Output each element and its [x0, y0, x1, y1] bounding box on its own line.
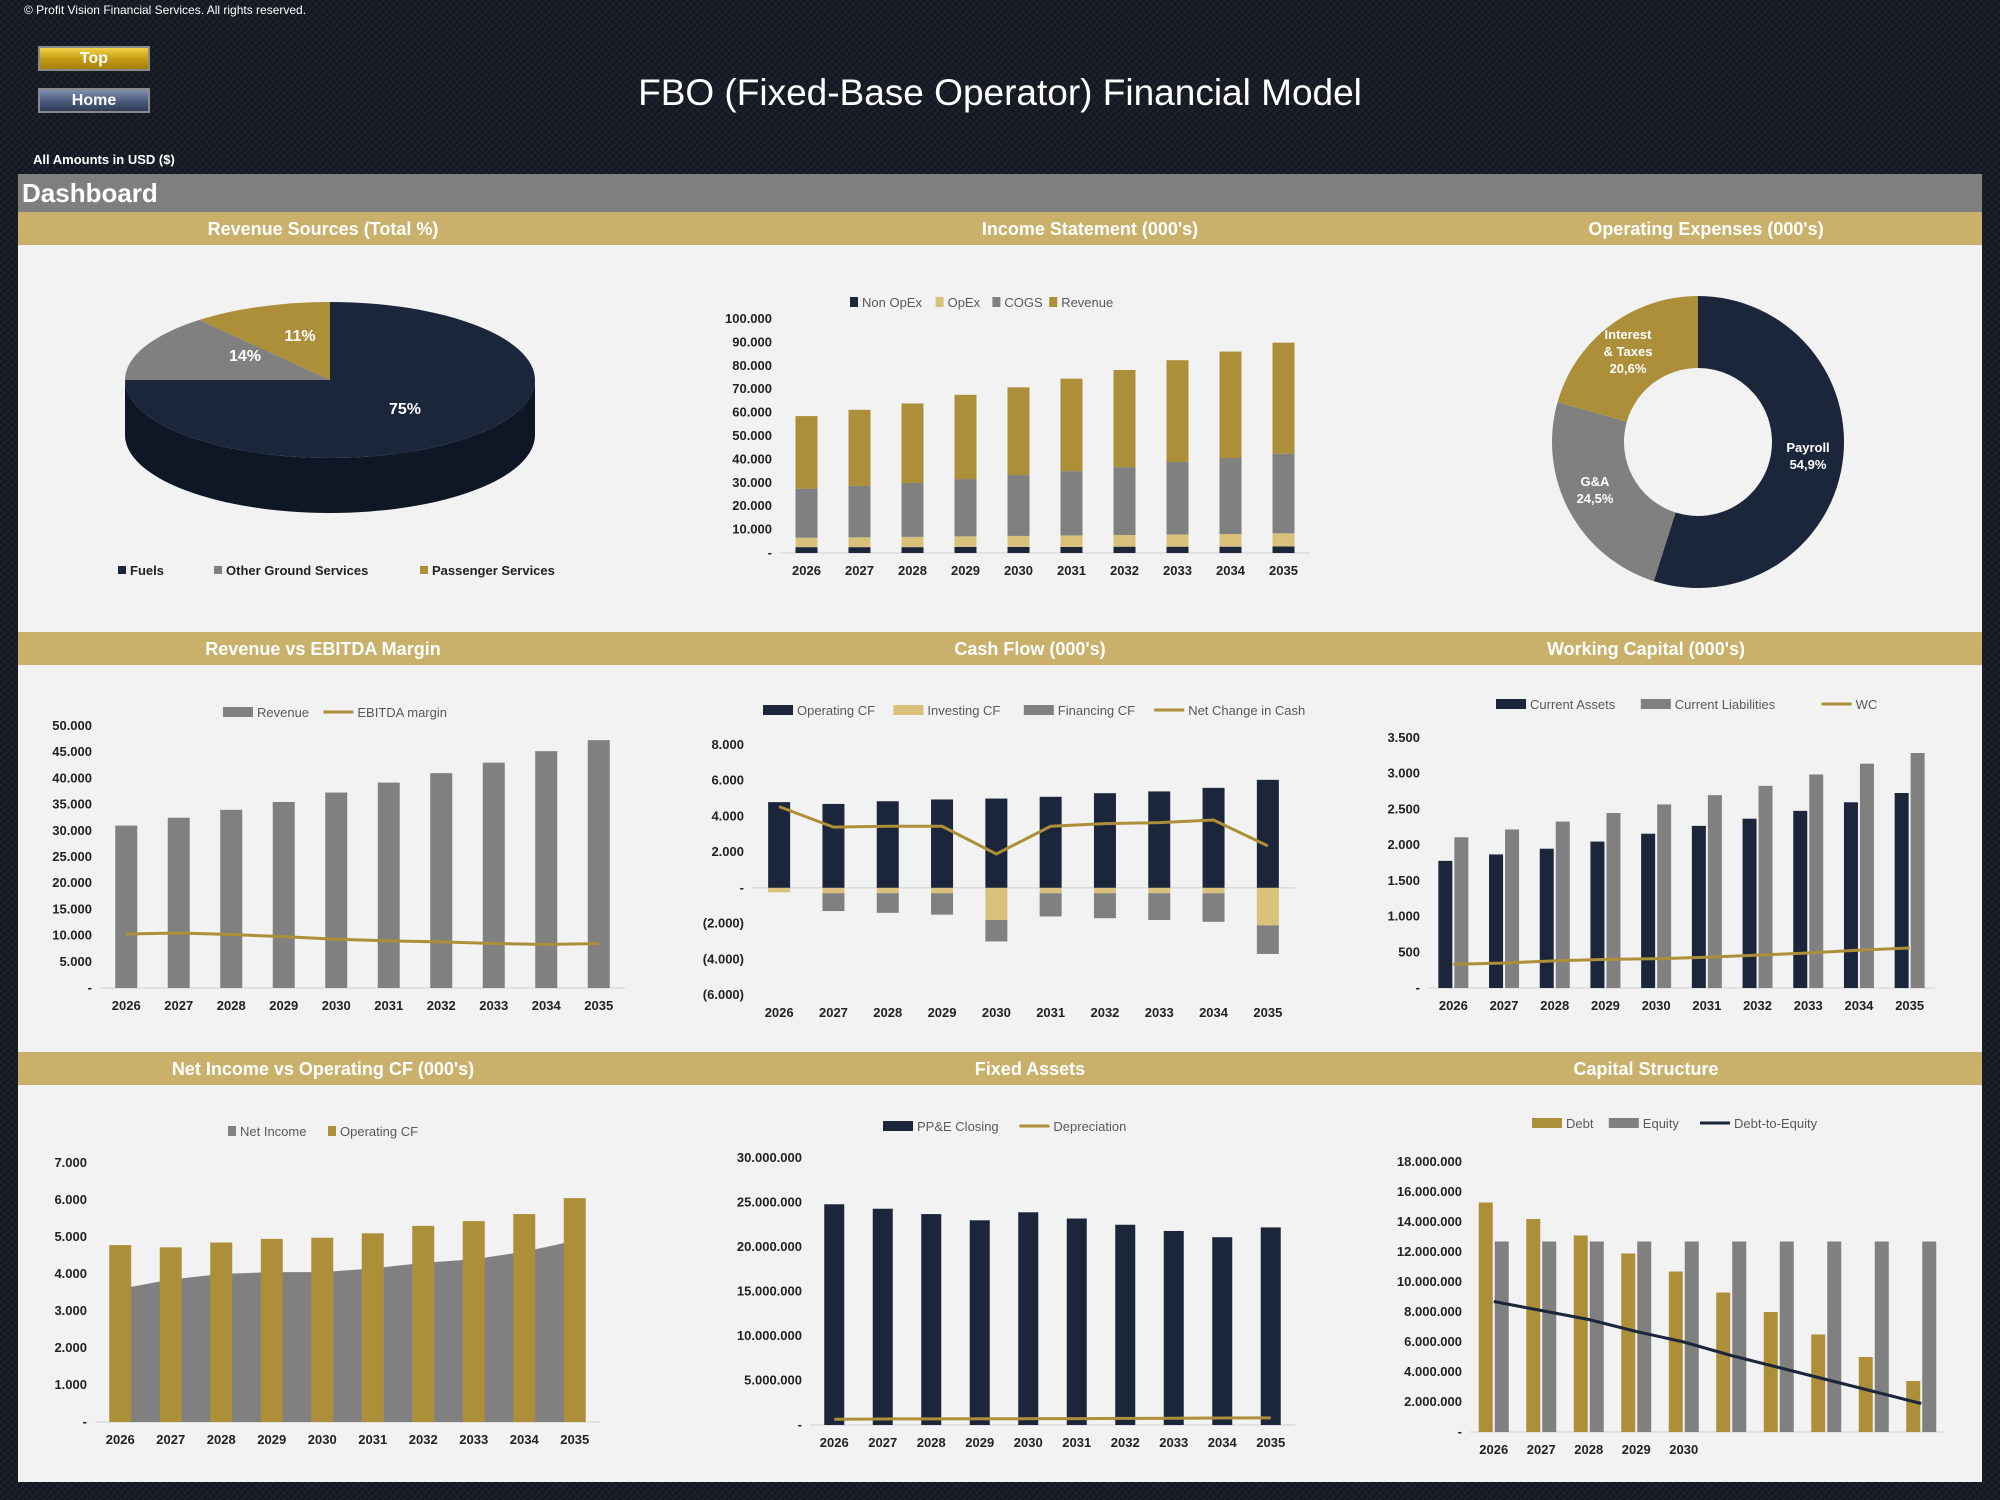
capital-structure-title: Capital Structure — [1573, 1059, 1719, 1079]
row-3-header — [18, 1052, 1982, 1085]
operating-expenses-title: Operating Expenses (000's) — [1588, 219, 1824, 239]
revenue-sources-title: Revenue Sources (Total %) — [207, 219, 439, 239]
dashboard-header-bar — [18, 174, 1982, 212]
fixed-assets-title: Fixed Assets — [974, 1059, 1086, 1079]
cash-flow-title: Cash Flow (000's) — [954, 639, 1106, 659]
top-button[interactable]: Top — [38, 46, 150, 71]
revenue-ebitda-title: Revenue vs EBITDA Margin — [205, 639, 441, 659]
row-1-background — [18, 212, 1982, 632]
income-statement-title: Income Statement (000's) — [981, 219, 1199, 239]
home-button[interactable]: Home — [38, 88, 150, 113]
row-2-background — [18, 632, 1982, 1052]
row-3-background — [18, 1052, 1982, 1482]
working-capital-title: Working Capital (000's) — [1547, 639, 1745, 659]
dashboard-title: Dashboard — [22, 178, 158, 208]
copyright-text: © Profit Vision Financial Services. All … — [24, 3, 307, 17]
net-income-ocf-title: Net Income vs Operating CF (000's) — [171, 1059, 475, 1079]
row-2-header — [18, 632, 1982, 665]
page-title: FBO (Fixed-Base Operator) Financial Mode… — [638, 72, 1362, 113]
currency-note: All Amounts in USD ($) — [33, 152, 175, 167]
row-1-header — [18, 212, 1982, 245]
